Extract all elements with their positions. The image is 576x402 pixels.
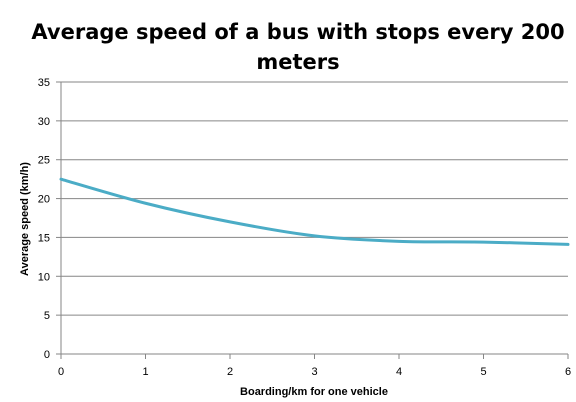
series-line-0 xyxy=(59,177,570,246)
x-axis-label: Boarding/km for one vehicle xyxy=(240,386,388,398)
x-tick-label: 2 xyxy=(227,366,233,378)
x-tick-label: 1 xyxy=(142,366,148,378)
y-tick-label: 10 xyxy=(38,271,50,283)
y-tick-label: 35 xyxy=(38,77,50,89)
series-lines xyxy=(59,177,570,246)
x-tick-label: 6 xyxy=(565,366,571,378)
y-tick-label: 20 xyxy=(38,194,50,206)
x-tick-label: 0 xyxy=(58,366,64,378)
x-tick-label: 3 xyxy=(311,366,317,378)
y-tick-label: 30 xyxy=(38,116,50,128)
y-axis-label: Average speed (km/h) xyxy=(19,162,31,276)
chart-title-line-2: meters xyxy=(256,50,339,74)
tick-labels: 0 5 10 15 20 25 30 35 0 1 2 3 4 5 6 xyxy=(38,77,571,378)
x-tick-label: 5 xyxy=(480,366,486,378)
y-tick-label: 5 xyxy=(44,310,50,322)
chart-title-line-1: Average speed of a bus with stops every … xyxy=(31,20,564,44)
axes xyxy=(56,81,569,359)
x-tick-label: 4 xyxy=(396,366,402,378)
gridlines xyxy=(61,81,568,316)
y-tick-label: 15 xyxy=(38,232,50,244)
y-tick-label: 25 xyxy=(38,155,50,167)
y-tick-label: 0 xyxy=(44,349,50,361)
